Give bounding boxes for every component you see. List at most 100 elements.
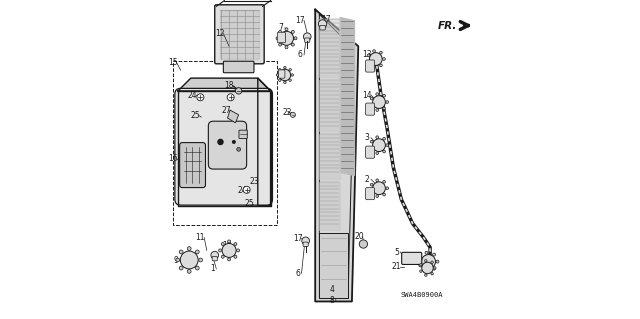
- Circle shape: [279, 69, 291, 81]
- Circle shape: [197, 94, 204, 101]
- Circle shape: [369, 53, 382, 65]
- Circle shape: [319, 20, 326, 28]
- Polygon shape: [340, 18, 355, 175]
- Text: 8: 8: [330, 296, 335, 305]
- FancyBboxPatch shape: [209, 121, 246, 169]
- Circle shape: [276, 37, 279, 40]
- Text: 12: 12: [215, 29, 224, 38]
- Text: 17: 17: [296, 16, 305, 25]
- FancyBboxPatch shape: [175, 88, 273, 205]
- Text: 24: 24: [238, 186, 248, 195]
- Text: 16: 16: [168, 154, 178, 163]
- Circle shape: [228, 258, 230, 261]
- Text: 20: 20: [354, 232, 364, 241]
- Circle shape: [420, 270, 422, 272]
- Circle shape: [278, 79, 281, 81]
- Circle shape: [234, 255, 237, 258]
- Circle shape: [359, 240, 367, 248]
- Circle shape: [386, 144, 388, 146]
- Circle shape: [180, 251, 198, 269]
- Circle shape: [372, 50, 375, 52]
- Circle shape: [285, 46, 288, 49]
- Circle shape: [431, 261, 433, 263]
- Circle shape: [291, 43, 294, 46]
- Text: 11: 11: [196, 233, 205, 242]
- Polygon shape: [258, 78, 271, 206]
- Circle shape: [434, 267, 436, 269]
- Circle shape: [383, 58, 385, 60]
- Circle shape: [302, 237, 310, 245]
- Circle shape: [383, 193, 385, 196]
- Text: 4: 4: [330, 285, 335, 293]
- Text: 2: 2: [365, 175, 369, 184]
- Circle shape: [372, 139, 385, 152]
- Circle shape: [380, 64, 382, 67]
- Text: 19: 19: [230, 145, 239, 154]
- Circle shape: [219, 249, 221, 252]
- Circle shape: [218, 139, 223, 145]
- Circle shape: [195, 266, 199, 270]
- Text: 6: 6: [298, 50, 303, 59]
- Text: 9: 9: [173, 256, 179, 265]
- Text: 25: 25: [190, 111, 200, 120]
- Circle shape: [221, 242, 224, 246]
- FancyBboxPatch shape: [277, 32, 285, 43]
- Circle shape: [278, 69, 281, 71]
- Circle shape: [195, 250, 199, 254]
- Circle shape: [291, 112, 296, 117]
- Circle shape: [371, 183, 373, 186]
- Circle shape: [276, 74, 279, 76]
- Circle shape: [383, 107, 385, 110]
- Circle shape: [188, 247, 191, 250]
- Circle shape: [371, 104, 373, 107]
- Circle shape: [386, 101, 388, 103]
- Circle shape: [376, 152, 378, 154]
- Text: 25: 25: [244, 199, 254, 208]
- Circle shape: [386, 187, 388, 189]
- Text: 2: 2: [279, 70, 284, 78]
- FancyBboxPatch shape: [223, 61, 254, 73]
- Circle shape: [376, 136, 378, 138]
- Circle shape: [236, 88, 242, 94]
- Circle shape: [228, 240, 230, 243]
- Circle shape: [419, 256, 422, 259]
- Polygon shape: [319, 80, 340, 131]
- FancyBboxPatch shape: [303, 242, 308, 247]
- Circle shape: [433, 253, 436, 256]
- FancyBboxPatch shape: [305, 38, 310, 42]
- Text: 5: 5: [394, 248, 399, 256]
- Circle shape: [383, 94, 385, 97]
- Circle shape: [289, 69, 291, 71]
- Circle shape: [433, 267, 436, 270]
- Circle shape: [371, 190, 373, 193]
- Text: 17: 17: [321, 15, 330, 24]
- Text: 10: 10: [223, 241, 232, 250]
- Polygon shape: [319, 19, 340, 77]
- Polygon shape: [319, 233, 348, 298]
- Circle shape: [280, 31, 294, 45]
- Text: 1: 1: [210, 264, 215, 273]
- Circle shape: [211, 251, 218, 259]
- Circle shape: [383, 150, 385, 153]
- Text: 6: 6: [295, 269, 300, 278]
- Circle shape: [199, 258, 202, 262]
- Text: 23: 23: [250, 177, 259, 186]
- Circle shape: [291, 74, 294, 76]
- Circle shape: [372, 182, 385, 195]
- FancyBboxPatch shape: [365, 60, 374, 72]
- Circle shape: [425, 260, 427, 262]
- Circle shape: [237, 147, 241, 151]
- Text: 3: 3: [365, 133, 370, 142]
- Circle shape: [376, 93, 378, 95]
- Circle shape: [371, 147, 373, 150]
- Circle shape: [376, 109, 378, 111]
- Text: 18: 18: [225, 81, 234, 90]
- Circle shape: [372, 66, 375, 68]
- Text: FR.: FR.: [438, 21, 457, 31]
- Circle shape: [376, 195, 378, 197]
- Circle shape: [179, 266, 183, 270]
- Text: 14: 14: [362, 91, 372, 100]
- Text: 17: 17: [293, 234, 303, 243]
- Circle shape: [227, 94, 234, 101]
- Circle shape: [383, 137, 385, 140]
